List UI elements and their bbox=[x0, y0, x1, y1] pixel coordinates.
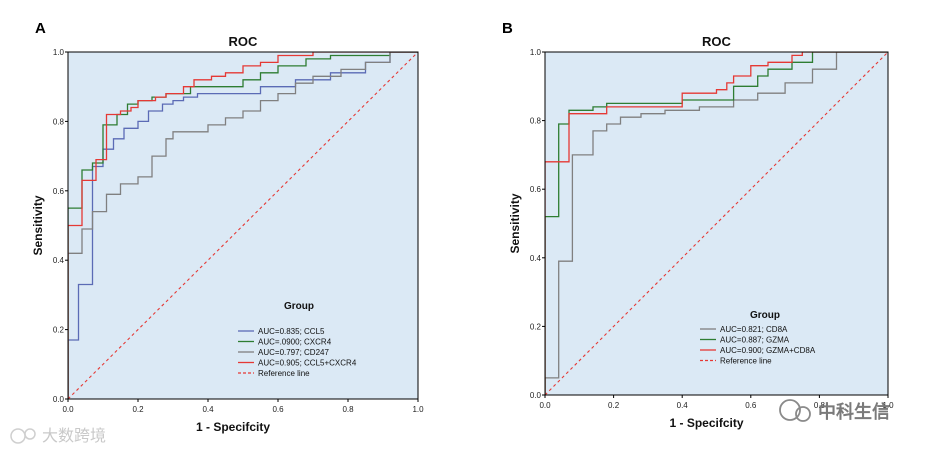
y-tick-label: 0.2 bbox=[53, 326, 65, 335]
reference-line bbox=[68, 52, 418, 399]
y-tick-label: 0.4 bbox=[53, 256, 65, 265]
roc-curve-2 bbox=[68, 52, 418, 399]
legend-entry: Reference line bbox=[720, 357, 772, 366]
roc-panel-a: A ROC 0.0 0.2 0.4 0.6 0.8 1.0 0.0 0.2 0.4 0.6 0.8 1.0… bbox=[31, 20, 424, 434]
wechat-icon bbox=[779, 399, 801, 421]
roc-panel-b: B ROC 0.0 0.2 0.4 0.6 0.8 1.0 0.0 0.2 0.4 0.6 0.8 1.0… bbox=[502, 20, 894, 430]
reference-line bbox=[545, 52, 888, 395]
x-axis-label: 1 - Specifcity bbox=[196, 420, 270, 434]
x-tick-label: 0.4 bbox=[677, 401, 689, 410]
watermark-right-text: 中科生信 bbox=[818, 401, 890, 422]
plot-frame bbox=[544, 51, 889, 396]
y-axis-label: Sensitivity bbox=[31, 195, 45, 255]
roc-curve-3 bbox=[68, 52, 418, 399]
x-tick-label: 0.6 bbox=[272, 405, 284, 414]
legend-title: Group bbox=[284, 301, 314, 312]
legend-entry: AUC=.0900; CXCR4 bbox=[258, 338, 332, 347]
panel-label: B bbox=[502, 20, 513, 37]
y-axis-label: Sensitivity bbox=[508, 193, 522, 253]
x-tick-label: 0.6 bbox=[745, 401, 757, 410]
roc-curve-0 bbox=[545, 52, 888, 395]
y-tick-label: 1.0 bbox=[530, 48, 542, 57]
y-tick-label: 1.0 bbox=[53, 48, 65, 57]
y-tick-label: 0.4 bbox=[530, 254, 542, 263]
x-tick-label: 1.0 bbox=[412, 405, 424, 414]
y-tick-label: 0.6 bbox=[530, 185, 542, 194]
x-tick-label: 0.8 bbox=[814, 401, 826, 410]
watermark-left: 大数跨境 bbox=[10, 426, 106, 445]
y-tick-label: 0.8 bbox=[53, 117, 65, 126]
x-axis-label: 1 - Specifcity bbox=[669, 416, 743, 430]
plot-frame bbox=[67, 51, 419, 400]
legend-entry: AUC=0.797; CD247 bbox=[258, 348, 329, 357]
x-tick-label: 1.0 bbox=[882, 401, 894, 410]
legend-entry: AUC=0.887; GZMA bbox=[720, 336, 790, 345]
x-tick-label: 0.2 bbox=[132, 405, 144, 414]
y-tick-label: 0.0 bbox=[53, 395, 65, 404]
x-tick-label: 0.0 bbox=[539, 401, 551, 410]
y-tick-label: 0.2 bbox=[530, 322, 542, 331]
legend-entry: AUC=0.905; CCL5+CXCR4 bbox=[258, 359, 357, 368]
x-tick-label: 0.2 bbox=[608, 401, 620, 410]
chart-title: ROC bbox=[229, 34, 259, 49]
chart-title: ROC bbox=[702, 34, 732, 49]
legend-entry: AUC=0.900; GZMA+CD8A bbox=[720, 346, 816, 355]
x-tick-label: 0.0 bbox=[62, 405, 74, 414]
y-tick-label: 0.6 bbox=[53, 187, 65, 196]
x-tick-label: 0.8 bbox=[342, 405, 354, 414]
legend-box bbox=[696, 321, 846, 369]
x-tick-label: 0.4 bbox=[202, 405, 214, 414]
roc-curve-0 bbox=[68, 52, 418, 399]
legend-title: Group bbox=[750, 310, 780, 321]
legend-entry: AUC=0.821; CD8A bbox=[720, 325, 788, 334]
watermark-left-text: 大数跨境 bbox=[42, 426, 106, 445]
legend-entry: Reference line bbox=[258, 369, 310, 378]
watermark-right: 中科生信 bbox=[779, 399, 890, 422]
y-tick-label: 0.0 bbox=[530, 391, 542, 400]
legend-box bbox=[234, 323, 376, 382]
panel-label: A bbox=[35, 20, 46, 37]
y-tick-label: 0.8 bbox=[530, 117, 542, 126]
legend-entry: AUC=0.835; CCL5 bbox=[258, 327, 325, 336]
roc-curve-2 bbox=[545, 52, 888, 395]
